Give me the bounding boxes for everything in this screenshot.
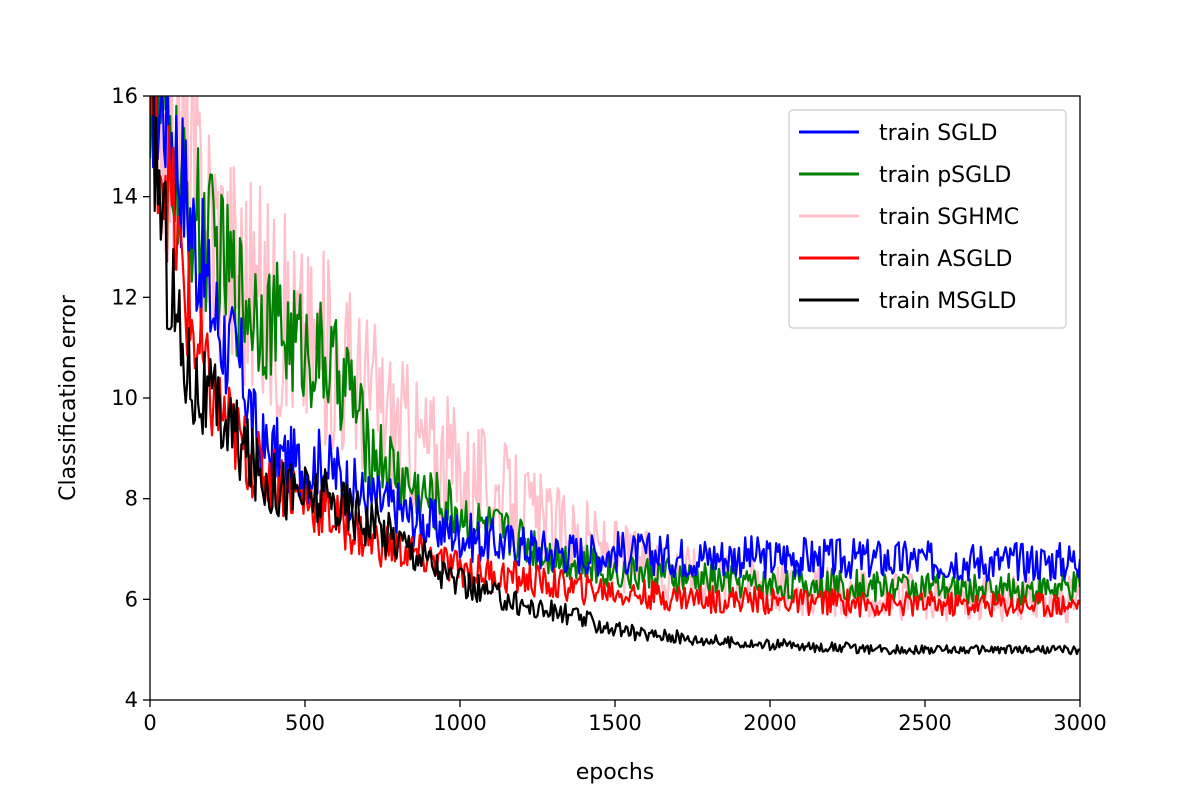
legend-label: train SGHMC bbox=[879, 205, 1019, 230]
legend: train SGLD train pSGLD train SGHMC train AS… bbox=[788, 109, 1067, 329]
x-tick-label: 3000 bbox=[1053, 711, 1106, 735]
x-tick-label: 2000 bbox=[743, 711, 796, 735]
legend-label: train SGLD bbox=[879, 121, 997, 146]
legend-label: train MSGLD bbox=[879, 289, 1016, 314]
series-line-train-msgld bbox=[152, 96, 1080, 656]
x-axis-label: epochs bbox=[576, 760, 654, 785]
series-layer bbox=[150, 96, 1080, 656]
y-tick-label: 4 bbox=[125, 688, 138, 712]
legend-label: train pSGLD bbox=[879, 163, 1011, 188]
y-tick-label: 12 bbox=[111, 285, 138, 309]
y-tick-label: 8 bbox=[125, 487, 138, 511]
x-tick-label: 500 bbox=[285, 711, 325, 735]
x-tick-label: 2500 bbox=[898, 711, 951, 735]
y-tick-label: 16 bbox=[111, 84, 138, 108]
legend-label: train ASGLD bbox=[879, 247, 1012, 272]
tick-layer: 0 500 1000 1500 2000 2500 3000 4 6 8 10 12 14 16 bbox=[111, 84, 1106, 735]
x-tick-label: 1000 bbox=[433, 711, 486, 735]
y-tick-label: 10 bbox=[111, 386, 138, 410]
y-tick-label: 6 bbox=[125, 587, 138, 611]
y-tick-label: 14 bbox=[111, 185, 138, 209]
x-tick-label: 0 bbox=[143, 711, 156, 735]
x-tick-label: 1500 bbox=[588, 711, 641, 735]
legend-box bbox=[788, 109, 1067, 329]
y-axis-label: Classification error bbox=[56, 294, 81, 501]
